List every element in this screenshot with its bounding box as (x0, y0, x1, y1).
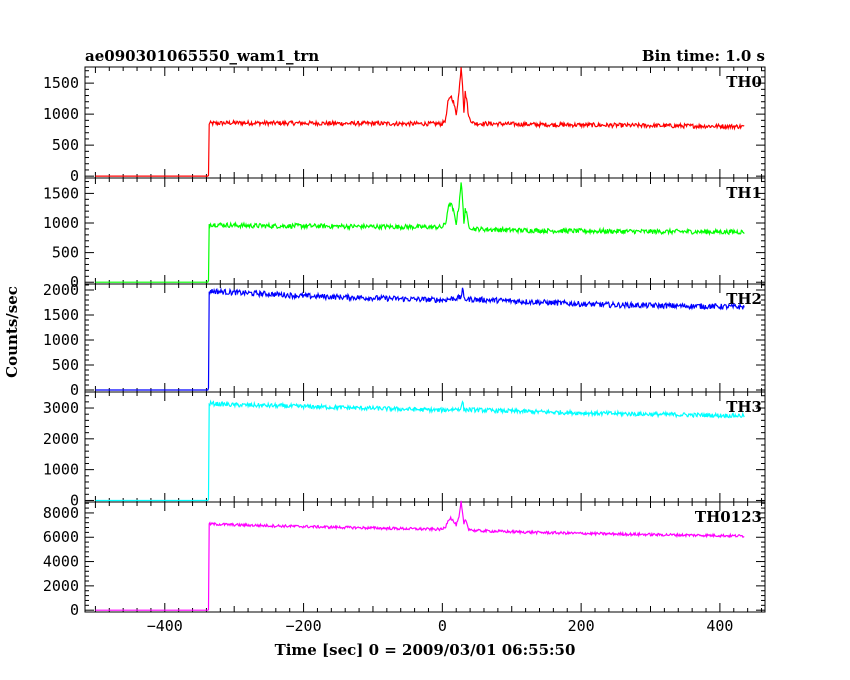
series-label: TH0123 (695, 508, 762, 526)
series-label: TH1 (726, 184, 762, 202)
y-tick-label: 1000 (43, 105, 79, 123)
series-line-th3 (95, 399, 745, 502)
panel-th0123: 0 2000 4000 6000 8000 TH0123 (43, 500, 766, 619)
y-tick-label: 0 (70, 381, 79, 399)
chart-panels: 0 500 1000 1500 TH0 0 500 1000 1500 TH1 0 500 1000 15… (43, 66, 766, 635)
chart-title: ae090301065550_wam1_trn (85, 47, 319, 65)
series-line-th0123 (95, 500, 745, 611)
y-tick-label: 0 (70, 491, 79, 509)
x-tick-label: 0 (438, 617, 447, 635)
y-tick-label: 2000 (43, 281, 79, 299)
y-tick-label: 2000 (43, 430, 79, 448)
y-tick-label: 0 (70, 601, 79, 619)
y-tick-label: 500 (52, 244, 79, 262)
series-label: TH3 (726, 398, 762, 416)
series-line-th2 (95, 287, 745, 391)
y-tick-label: 1000 (43, 331, 79, 349)
series-label: TH2 (726, 290, 762, 308)
panel-th0: 0 500 1000 1500 TH0 (43, 66, 766, 185)
x-axis-label: Time [sec] 0 = 2009/03/01 06:55:50 (275, 641, 576, 659)
y-tick-label: 2000 (43, 577, 79, 595)
panel-th3: 0 1000 2000 3000 TH3 (43, 391, 766, 509)
y-axis-label: Counts/sec (3, 286, 21, 378)
panel-frame (84, 501, 766, 613)
y-tick-label: 0 (70, 167, 79, 185)
series-line-th1 (95, 182, 745, 283)
panel-th1: 0 500 1000 1500 TH1 (43, 177, 766, 291)
series-line-th0 (95, 67, 745, 177)
series-label: TH0 (726, 73, 762, 91)
y-tick-label: 500 (52, 136, 79, 154)
y-tick-label: 1000 (43, 214, 79, 232)
panel-frame (84, 283, 766, 393)
bin-time-label: Bin time: 1.0 s (642, 47, 765, 65)
x-tick-label: −200 (286, 617, 322, 635)
x-tick-label: 200 (568, 617, 595, 635)
y-tick-label: 4000 (43, 553, 79, 571)
y-tick-label: 6000 (43, 528, 79, 546)
panel-frame (84, 177, 766, 285)
x-tick-label: −400 (147, 617, 183, 635)
y-tick-label: 1500 (43, 74, 79, 92)
y-tick-label: 1000 (43, 461, 79, 479)
panel-th2: 0 500 1000 1500 2000 TH2 (43, 281, 766, 399)
y-tick-label: 500 (52, 356, 79, 374)
x-tick-label: 400 (706, 617, 733, 635)
y-tick-label: 1500 (43, 306, 79, 324)
y-tick-label: 3000 (43, 399, 79, 417)
y-tick-label: 0 (70, 273, 79, 291)
y-tick-label: 1500 (43, 184, 79, 202)
y-tick-label: 8000 (43, 504, 79, 522)
